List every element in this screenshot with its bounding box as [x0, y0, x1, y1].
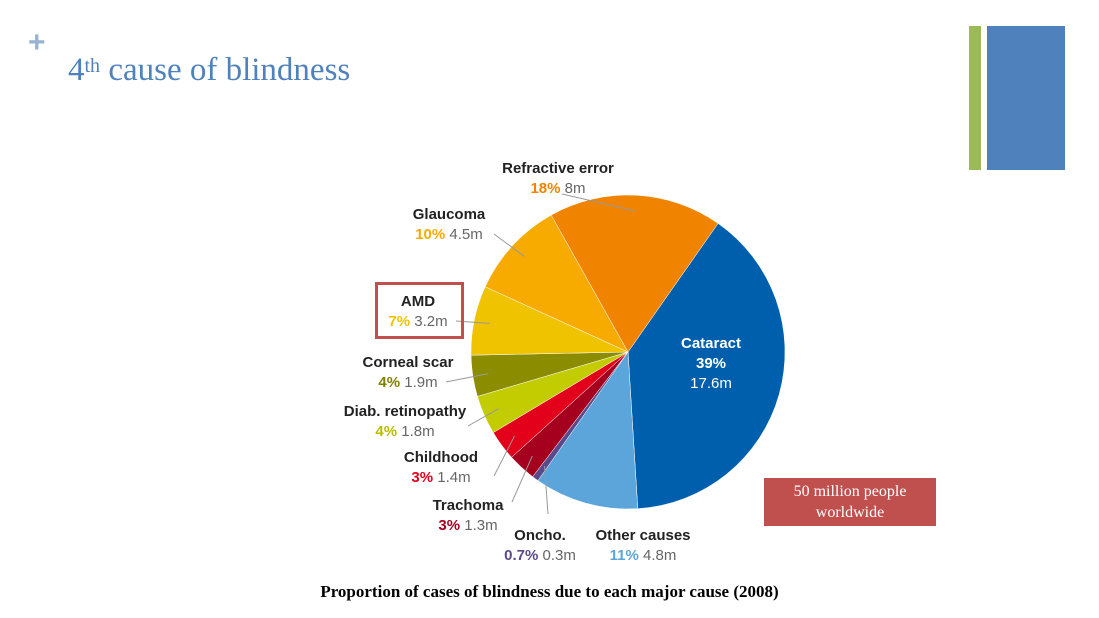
slice-pct-oncho: 0.7% [504, 547, 538, 564]
slide-title: 4th cause of blindness [68, 50, 350, 90]
slice-label-trachoma: Trachoma [433, 497, 505, 514]
leader-line-refractive-error [561, 193, 636, 212]
pie-slice-glaucoma [484, 214, 629, 353]
slice-label-other-causes: Other causes [595, 527, 690, 544]
leader-line-diab-retinopathy [467, 408, 499, 427]
slice-label-glaucoma: Glaucoma [413, 206, 486, 223]
chart-caption: Proportion of cases of blindness due to … [320, 582, 779, 601]
slice-pct-diab-retinopathy: 4% [375, 423, 397, 440]
slice-pct-refractive-error: 18% [530, 180, 560, 197]
slice-value-oncho: 0.7% 0.3m [504, 547, 576, 564]
slice-pct-childhood: 3% [411, 469, 433, 486]
pie-slice-cataract [627, 223, 786, 509]
slice-value-corneal-scar: 4% 1.9m [378, 374, 437, 391]
slice-label-corneal-scar: Corneal scar [363, 354, 454, 371]
title-superscript: th [84, 55, 101, 77]
amd-highlight-box [375, 282, 464, 339]
slice-pct-trachoma: 3% [438, 517, 460, 534]
slice-pct-other-causes: 11% [610, 547, 639, 564]
leader-line-glaucoma [493, 233, 525, 257]
leader-line-oncho [544, 465, 549, 515]
callout-line-2: worldwide [815, 504, 885, 521]
leader-line-childhood [493, 435, 515, 477]
accent-bar-green [969, 26, 981, 170]
plus-bullet-icon: + [28, 26, 46, 59]
slice-pct-cataract: 39% [696, 355, 726, 372]
pie-slice-refractive-error [550, 194, 719, 353]
slice-value-trachoma: 3% 1.3m [438, 517, 497, 534]
slice-label-diab-retinopathy: Diab. retinopathy [344, 403, 467, 420]
slice-pct-corneal-scar: 4% [378, 374, 400, 391]
title-text: cause of blindness [100, 52, 351, 88]
slice-value-other-causes: 11% 4.8m [610, 547, 677, 564]
accent-bar-blue [987, 26, 1065, 170]
slice-value-childhood: 3% 1.4m [411, 469, 470, 486]
slice-label-amd: AMD [401, 293, 435, 310]
leader-line-corneal-scar [445, 373, 489, 383]
callout-line-1: 50 million people [793, 483, 907, 500]
slice-label-oncho: Oncho. [514, 527, 566, 544]
slice-value-refractive-error: 18% 8m [530, 180, 585, 197]
slice-pct-amd: 7% [388, 313, 410, 330]
leader-line-trachoma [511, 455, 533, 503]
slice-label-refractive-error: Refractive error [502, 160, 614, 177]
slice-label-cataract: Cataract [681, 335, 741, 352]
slice-pct-glaucoma: 10% [415, 226, 445, 243]
total-callout: 50 million people worldwide [764, 478, 936, 526]
slice-value-amd: 7% 3.2m [388, 313, 447, 330]
pie-slice-other-causes [537, 351, 639, 510]
title-number: 4 [68, 52, 85, 88]
slice-value-cataract: 17.6m [690, 375, 732, 392]
slice-value-glaucoma: 10% 4.5m [415, 226, 483, 243]
slice-value-diab-retinopathy: 4% 1.8m [375, 423, 434, 440]
slice-label-childhood: Childhood [404, 449, 478, 466]
